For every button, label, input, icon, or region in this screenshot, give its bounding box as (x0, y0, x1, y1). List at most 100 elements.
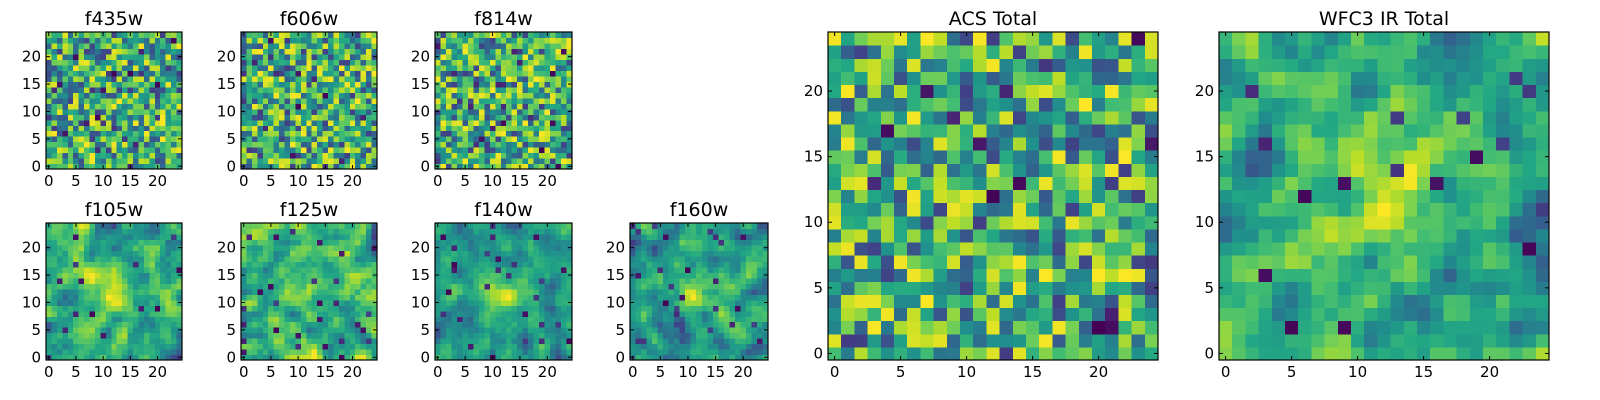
heatmap-cell (257, 37, 264, 44)
heatmap-cell (94, 32, 101, 39)
heatmap-cell (561, 147, 568, 154)
heatmap-cell (674, 239, 681, 246)
heatmap-cell (506, 130, 513, 137)
heatmap-cell (89, 70, 96, 77)
heatmap-cell (56, 152, 63, 159)
heatmap-cell (149, 141, 156, 148)
heatmap-cell (105, 283, 112, 290)
heatmap-cell (533, 86, 540, 93)
heatmap-cell (165, 64, 172, 71)
heatmap-cell (960, 333, 974, 348)
heatmap-cell (550, 92, 557, 99)
heatmap-cell (165, 81, 172, 88)
heatmap-cell (284, 250, 291, 257)
heatmap-cell (1105, 202, 1119, 217)
heatmap-cell (94, 343, 101, 350)
heatmap-cell (122, 103, 129, 110)
heatmap-cell (171, 277, 178, 284)
heatmap-cell (630, 261, 637, 268)
heatmap-cell (105, 97, 112, 104)
heatmap-cell (646, 261, 653, 268)
heatmap-cell (289, 103, 296, 110)
heatmap-cell (338, 354, 345, 361)
heatmap-cell (116, 163, 123, 170)
heatmap-cell (451, 32, 458, 39)
heatmap-cell (322, 255, 329, 262)
heatmap-cell (295, 305, 302, 312)
heatmap-cell (517, 288, 524, 295)
heatmap-cell (84, 53, 91, 60)
heatmap-cell (322, 266, 329, 273)
heatmap-cell (973, 320, 987, 335)
heatmap-cell (756, 266, 764, 273)
heatmap-cell (740, 338, 747, 345)
heatmap-cell (435, 316, 442, 323)
heatmap-cell (149, 70, 156, 77)
heatmap-cell (246, 261, 253, 268)
heatmap-cell (46, 42, 53, 50)
heatmap-cell (257, 158, 264, 165)
heatmap-cell (635, 223, 642, 230)
heatmap-cell (462, 321, 469, 328)
heatmap-cell (751, 223, 758, 230)
heatmap-cell (273, 228, 280, 235)
heatmap-cell (116, 37, 123, 44)
heatmap-cell (707, 294, 714, 301)
heatmap-cell (67, 272, 74, 279)
heatmap-cell (165, 75, 172, 82)
heatmap-cell (100, 310, 107, 317)
heatmap-cell (635, 277, 642, 284)
heatmap-cell (484, 261, 491, 268)
heatmap-cell (566, 59, 573, 66)
heatmap-cell (94, 244, 101, 251)
heatmap-cell (751, 228, 758, 235)
heatmap-cell (105, 272, 112, 279)
heatmap-cell (867, 163, 882, 177)
heatmap-cell (484, 343, 491, 350)
heatmap-cell (756, 327, 764, 334)
heatmap-cell (111, 97, 118, 104)
heatmap-cell (701, 283, 708, 290)
heatmap-cell (46, 158, 53, 165)
heatmap-cell (284, 42, 291, 50)
heatmap-cell (696, 272, 703, 279)
heatmap-cell (355, 233, 362, 241)
heatmap-cell (73, 125, 80, 132)
heatmap-cell (338, 103, 345, 110)
heatmap-cell (517, 70, 524, 77)
heatmap-cell (143, 42, 150, 50)
heatmap-cell (257, 64, 264, 71)
heatmap-cell (828, 333, 842, 348)
heatmap-cell (171, 305, 178, 312)
heatmap-cell (533, 310, 540, 317)
heatmap-cell (51, 316, 58, 323)
heatmap-cell (138, 48, 145, 55)
heatmap-cell (165, 288, 172, 295)
heatmap-cell (56, 250, 63, 257)
heatmap-cell (646, 332, 653, 339)
heatmap-cell (333, 343, 340, 350)
x-tick-label: 5 (266, 363, 276, 381)
heatmap-cell (500, 294, 507, 301)
heatmap-cell (165, 147, 172, 154)
heatmap-cell (143, 32, 150, 39)
heatmap-cell (1078, 294, 1093, 309)
heatmap-cell (311, 92, 318, 99)
heatmap-cell (734, 299, 741, 306)
x-tick-label: 15 (121, 363, 140, 381)
heatmap-cell (328, 32, 335, 39)
heatmap-cell (707, 354, 714, 361)
heatmap-cell (111, 92, 118, 99)
heatmap-cell (300, 103, 307, 110)
heatmap-cell (56, 338, 63, 345)
heatmap-cell (73, 338, 80, 345)
heatmap-cell (160, 81, 167, 88)
heatmap-cell (511, 233, 518, 241)
heatmap-cell (56, 103, 63, 110)
heatmap-cell (73, 327, 80, 334)
heatmap-cell (522, 163, 529, 170)
heatmap-cell (284, 338, 291, 345)
heatmap-cell (696, 288, 703, 295)
heatmap-cell (262, 349, 269, 356)
